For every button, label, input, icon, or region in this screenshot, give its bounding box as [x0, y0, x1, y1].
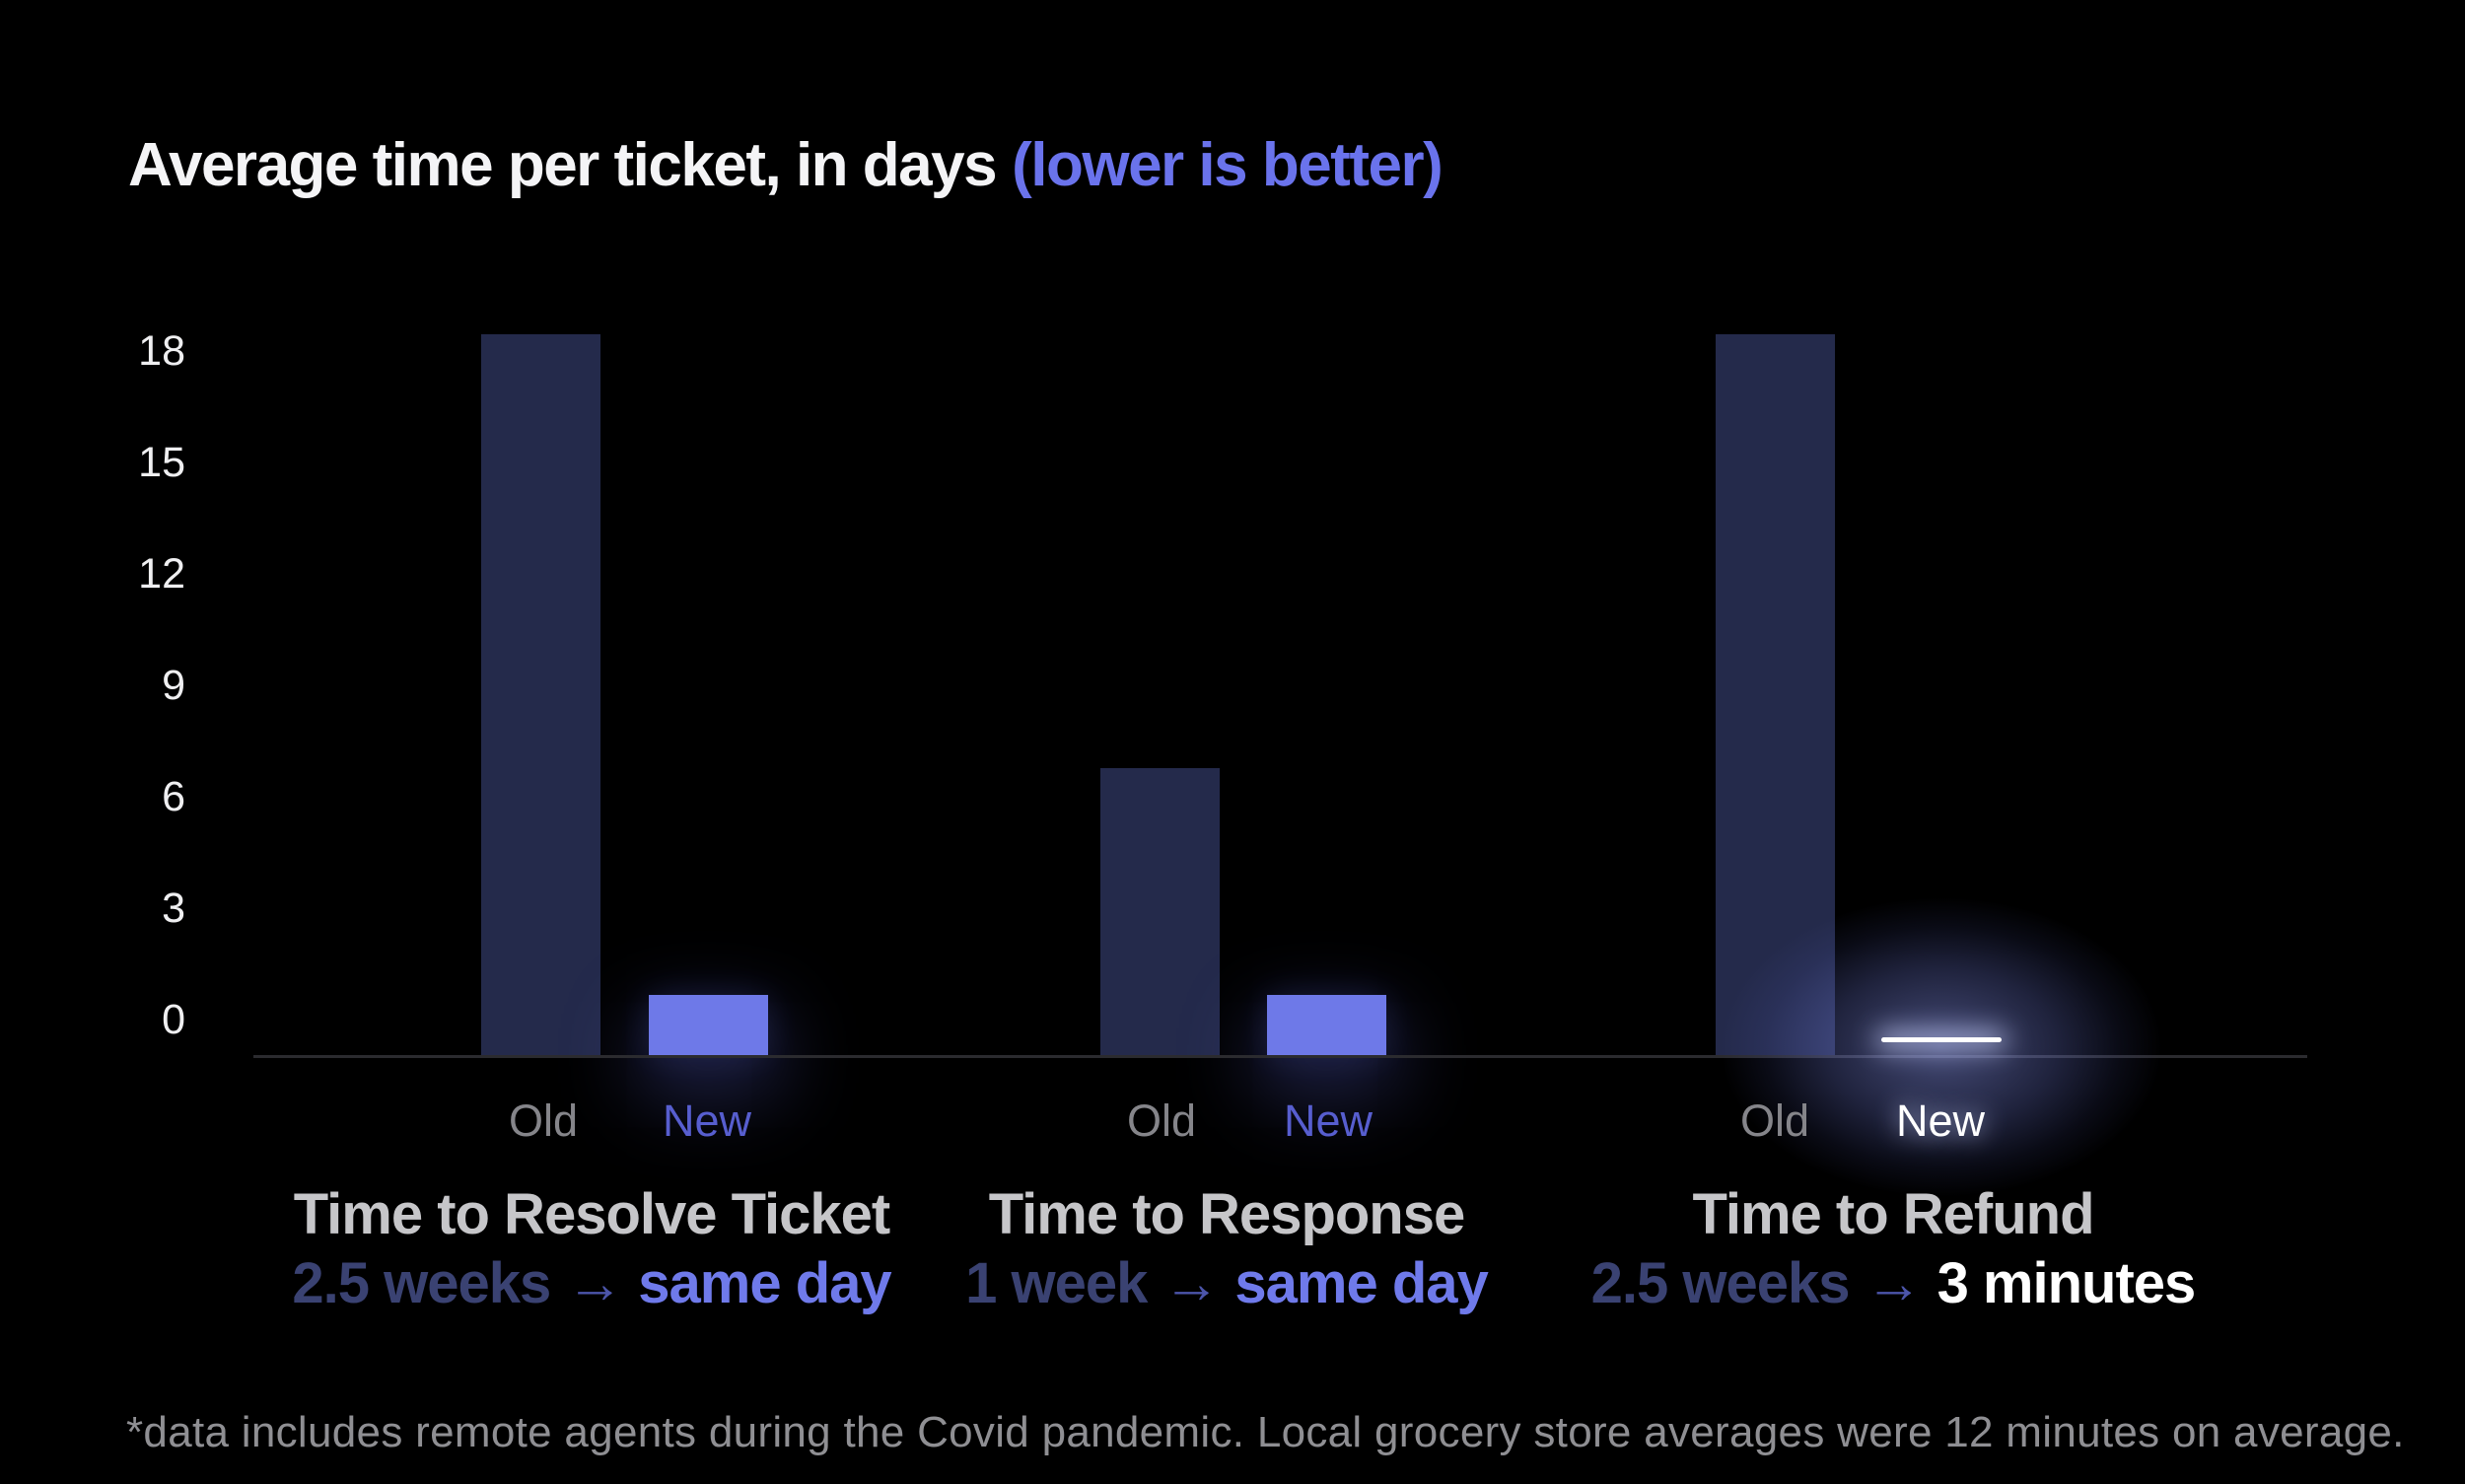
arrow-icon: →: [566, 1251, 623, 1315]
group-title-refund: Time to Refund: [1692, 1182, 2094, 1246]
change-after: same day: [1234, 1251, 1488, 1315]
y-tick-0: 0: [162, 996, 185, 1043]
y-tick-15: 15: [138, 439, 185, 486]
arrow-icon: →: [1162, 1251, 1220, 1315]
change-after: same day: [638, 1251, 891, 1315]
old-label-response: Old: [1126, 1095, 1197, 1146]
bar-old-1: [1099, 768, 1220, 1057]
y-tick-12: 12: [138, 550, 185, 598]
y-tick-6: 6: [162, 773, 185, 820]
group-title-resolve: Time to Resolve Ticket: [293, 1182, 890, 1246]
y-tick-9: 9: [162, 662, 185, 709]
change-before: 2.5 weeks: [1590, 1251, 1851, 1315]
change-before: 2.5 weeks: [292, 1251, 551, 1315]
arrow-icon: →: [1865, 1251, 1923, 1315]
group-title-response: Time to Response: [988, 1182, 1466, 1246]
group-change-resolve: 2.5 weeks → same day: [49, 1252, 1134, 1315]
bar-new-0: [648, 995, 768, 1057]
new-label-refund: New: [1895, 1095, 1986, 1146]
chart-title-highlight: (lower is better): [1012, 131, 1444, 199]
bar-old-0: [480, 334, 600, 1057]
bar-old-2: [1715, 334, 1835, 1057]
change-before: 1 week: [965, 1251, 1148, 1315]
chart-title-main: Average time per ticket, in days: [128, 131, 998, 199]
y-tick-3: 3: [162, 884, 185, 932]
old-label-refund: Old: [1739, 1095, 1810, 1146]
glow-line-bar-new-2: [1881, 1037, 2002, 1042]
y-tick-18: 18: [138, 327, 185, 375]
group-change-response: 1 week → same day: [684, 1252, 1769, 1315]
new-label-response: New: [1283, 1095, 1373, 1146]
group-change-refund: 2.5 weeks → 3 minutes: [1351, 1252, 2435, 1315]
caption-response: Time to Response 1 week → same day: [684, 1183, 1769, 1315]
change-after: 3 minutes: [1937, 1251, 2197, 1315]
caption-refund: Time to Refund 2.5 weeks → 3 minutes: [1351, 1183, 2435, 1315]
chart-title: Average time per ticket, in days (lower i…: [128, 130, 1444, 200]
footnote-text: *data includes remote agents during the …: [126, 1408, 2405, 1456]
caption-resolve: Time to Resolve Ticket 2.5 weeks → same da…: [49, 1183, 1134, 1315]
x-axis-line: [253, 1055, 2307, 1058]
bar-new-1: [1266, 995, 1386, 1057]
old-label-resolve: Old: [508, 1095, 579, 1146]
new-label-resolve: New: [662, 1095, 752, 1146]
